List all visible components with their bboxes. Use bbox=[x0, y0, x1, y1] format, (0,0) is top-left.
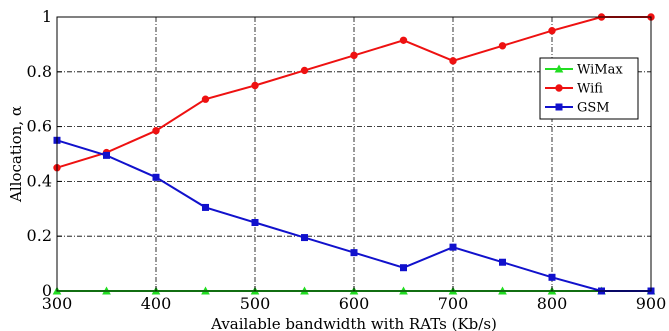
x-tick-label: 600 bbox=[339, 294, 370, 313]
legend-label-gsm: GSM bbox=[577, 101, 610, 116]
y-tick-label: 0 bbox=[42, 281, 52, 300]
data-point-wifi bbox=[300, 66, 309, 75]
data-point-gsm bbox=[499, 258, 506, 266]
data-point-wifi bbox=[399, 36, 408, 44]
data-point-gsm bbox=[350, 249, 358, 257]
legend-label-wimax: WiMax bbox=[577, 63, 623, 78]
y-axis-label: Allocation, α bbox=[7, 106, 25, 203]
data-point-wifi bbox=[498, 42, 507, 50]
y-axis-ticks: 0 0.2 0.4 0.6 0.8 1 bbox=[27, 7, 62, 300]
data-point-gsm bbox=[202, 203, 209, 211]
y-tick-label: 0.8 bbox=[27, 62, 52, 81]
legend-item-gsm: GSM bbox=[545, 101, 610, 116]
x-axis-ticks: 300 400 500 600 700 800 900 bbox=[42, 286, 667, 313]
legend-item-wimax: WiMax bbox=[545, 63, 623, 78]
legend-item-wifi: Wifi bbox=[545, 82, 603, 97]
data-point-gsm bbox=[400, 264, 407, 272]
data-point-gsm bbox=[301, 234, 308, 242]
x-tick-label: 300 bbox=[42, 294, 73, 313]
x-tick-label: 800 bbox=[537, 294, 568, 313]
data-point-gsm bbox=[251, 219, 259, 226]
data-point-gsm bbox=[548, 273, 556, 281]
x-tick-label: 400 bbox=[141, 294, 172, 313]
data-point-gsm bbox=[103, 151, 110, 159]
data-point-wifi bbox=[350, 51, 358, 60]
legend-marker-gsm bbox=[555, 103, 563, 111]
x-tick-label: 900 bbox=[636, 294, 667, 313]
y-tick-label: 1 bbox=[42, 7, 52, 26]
legend-marker-wimax bbox=[554, 64, 564, 73]
y-tick-label: 0.4 bbox=[27, 171, 52, 190]
x-axis-label: Available bandwidth with RATs (Kb/s) bbox=[210, 315, 497, 331]
data-point-wifi bbox=[449, 57, 457, 65]
x-tick-label: 500 bbox=[240, 294, 271, 313]
data-point-wifi bbox=[251, 81, 259, 90]
data-point-gsm bbox=[449, 243, 457, 251]
y-tick-label: 0.2 bbox=[27, 226, 52, 245]
data-point-wifi bbox=[152, 127, 160, 135]
data-point-wifi bbox=[548, 27, 556, 35]
data-point-gsm bbox=[152, 173, 160, 181]
plot-series bbox=[52, 13, 656, 295]
x-tick-label: 700 bbox=[438, 294, 469, 313]
legend: WiMax Wifi GSM bbox=[539, 57, 639, 120]
legend-label-wifi: Wifi bbox=[577, 82, 603, 97]
y-tick-label: 0.6 bbox=[27, 117, 52, 136]
legend-marker-wifi bbox=[555, 84, 563, 92]
data-point-wifi bbox=[201, 95, 210, 103]
